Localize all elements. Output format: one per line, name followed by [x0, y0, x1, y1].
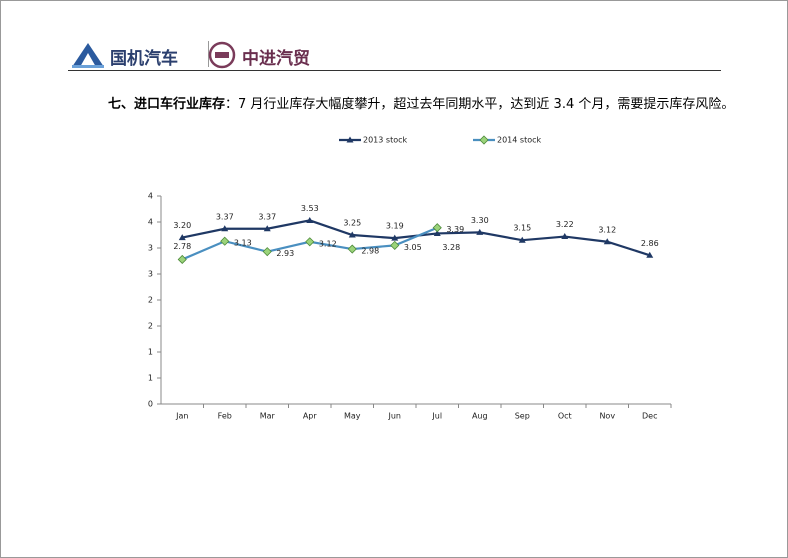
y-tick-label: 2 — [148, 296, 153, 305]
data-label: 2.78 — [173, 242, 191, 251]
heading: 七、进口车行业库存：7 月行业库存大幅度攀升，超过去年同期水平，达到近 3.4 … — [108, 93, 734, 112]
x-tick-label: Nov — [599, 412, 615, 421]
x-tick-label: Apr — [303, 412, 318, 421]
point — [479, 135, 489, 145]
data-label: 3.20 — [173, 221, 191, 230]
data-label: 2.98 — [361, 247, 379, 256]
y-tick-label: 1 — [148, 374, 153, 383]
data-label: 3.37 — [258, 212, 276, 221]
x-tick-label: Jan — [175, 412, 188, 421]
y-tick-label: 1 — [148, 348, 153, 357]
point — [221, 225, 229, 232]
data-label: 3.15 — [513, 224, 531, 233]
y-tick-label: 3 — [148, 244, 153, 253]
data-label: 3.05 — [404, 243, 422, 252]
header: 国机汽车 中进汽贸 — [68, 39, 721, 71]
data-label: 3.37 — [216, 212, 234, 221]
legend-label: 2013 stock — [363, 136, 408, 145]
x-tick-label: May — [344, 412, 361, 421]
x-tick-label: Sep — [515, 412, 530, 421]
point — [348, 231, 356, 238]
point — [603, 238, 611, 245]
heading-lead: 七、进口车行业库存 — [108, 97, 226, 112]
point — [390, 240, 400, 250]
point — [561, 233, 569, 240]
data-label: 3.13 — [234, 239, 252, 248]
point — [347, 244, 357, 254]
x-tick-label: Dec — [642, 412, 657, 421]
x-tick-label: Oct — [558, 412, 572, 421]
point — [305, 237, 315, 247]
x-tick-label: Feb — [218, 412, 232, 421]
data-label: 3.39 — [446, 225, 464, 234]
y-tick-label: 4 — [148, 192, 153, 201]
y-tick-label: 3 — [148, 270, 153, 279]
y-tick-label: 0 — [148, 400, 153, 409]
data-label: 3.22 — [556, 220, 574, 229]
data-label: 2.93 — [276, 249, 294, 258]
point — [263, 225, 271, 232]
heading-text: ：7 月行业库存大幅度攀升，超过去年同期水平，达到近 3.4 个月，需要提示库存… — [225, 97, 735, 112]
brand-name: 中进汽贸 — [242, 49, 310, 69]
point — [432, 223, 442, 233]
data-label: 3.19 — [386, 222, 404, 231]
x-tick-label: Jul — [431, 412, 442, 421]
brand-name: 国机汽车 — [110, 49, 178, 69]
x-tick-label: Aug — [472, 412, 488, 421]
data-label: 3.25 — [343, 219, 361, 228]
point — [346, 136, 354, 143]
point — [177, 254, 187, 265]
data-label: 3.12 — [598, 225, 616, 234]
data-label: 3.30 — [471, 216, 489, 225]
point — [476, 228, 484, 235]
point — [646, 251, 654, 258]
x-tick-label: Mar — [260, 412, 276, 421]
data-label: 3.28 — [442, 243, 460, 252]
y-tick-label: 4 — [148, 218, 153, 227]
point — [518, 236, 526, 243]
logo-icon — [208, 41, 236, 69]
y-tick-label: 2 — [148, 322, 153, 331]
data-label: 2.86 — [641, 239, 659, 248]
x-tick-label: Jun — [388, 412, 402, 421]
point — [433, 229, 441, 236]
divider — [208, 41, 209, 67]
point — [178, 234, 186, 241]
point — [391, 234, 399, 241]
data-label: 3.53 — [301, 204, 319, 213]
data-label: 3.12 — [319, 239, 337, 248]
point — [220, 236, 230, 246]
logo-icon — [72, 43, 104, 68]
point — [306, 216, 314, 223]
point — [262, 247, 272, 257]
legend-label: 2014 stock — [497, 136, 542, 145]
